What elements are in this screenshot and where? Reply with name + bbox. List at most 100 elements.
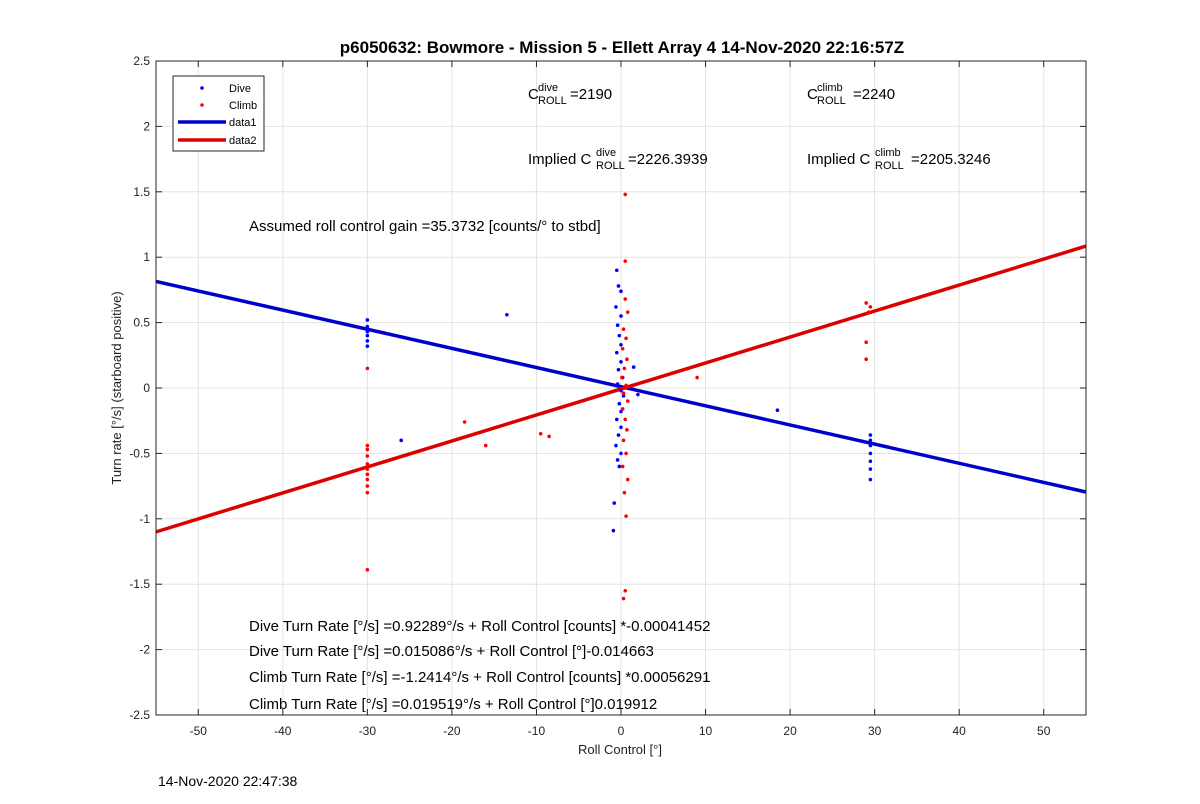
point-climb — [365, 484, 370, 488]
x-tick-label: 30 — [868, 724, 882, 738]
y-tick-label: -1.5 — [129, 577, 150, 591]
x-tick-label: 20 — [783, 724, 797, 738]
point-dive — [617, 464, 622, 469]
y-tick-label: 0.5 — [133, 316, 150, 330]
point-climb — [625, 357, 629, 362]
point-climb — [625, 428, 629, 432]
point-climb — [695, 375, 699, 380]
point-dive — [868, 438, 873, 443]
x-tick-label: 40 — [953, 724, 967, 738]
point-dive — [611, 528, 616, 533]
annotation-implied-dive-value: =2226.3939 — [628, 151, 708, 168]
point-dive — [636, 392, 640, 397]
point-dive — [614, 417, 619, 422]
point-climb — [620, 375, 624, 380]
point-climb — [864, 301, 868, 305]
point-climb — [864, 340, 868, 345]
point-climb — [625, 399, 630, 403]
legend-marker-dive — [200, 86, 204, 90]
annotation-c-roll-climb-sup: climb — [817, 82, 843, 94]
x-tick-label: -30 — [359, 724, 377, 738]
point-climb — [483, 443, 488, 448]
point-climb — [365, 462, 370, 466]
point-climb — [365, 568, 370, 572]
y-tick-label: -0.5 — [129, 446, 150, 460]
point-dive — [614, 443, 618, 448]
point-dive — [619, 343, 623, 347]
point-dive — [365, 318, 370, 322]
point-dive — [868, 467, 873, 471]
x-tick-label: 10 — [699, 724, 713, 738]
point-climb — [622, 366, 627, 371]
annotation-implied-climb-sup: climb — [875, 147, 901, 159]
point-dive — [617, 333, 622, 338]
y-tick-label: 1 — [143, 250, 150, 264]
point-climb — [623, 417, 628, 422]
footer-timestamp: 14-Nov-2020 22:47:38 — [158, 773, 298, 789]
annotation-implied-dive: Implied C — [528, 151, 592, 168]
annotation-dive-eq-degrees: Dive Turn Rate [°/s] =0.015086°/s + Roll… — [249, 643, 654, 660]
point-dive — [616, 284, 621, 288]
legend-label-data2: data2 — [229, 135, 257, 147]
annotation-c-roll-climb-sub: ROLL — [817, 95, 846, 107]
point-climb — [625, 477, 630, 482]
point-dive — [619, 388, 623, 393]
point-climb — [624, 336, 628, 341]
point-dive — [619, 425, 623, 430]
x-tick-label: 0 — [618, 724, 625, 738]
y-axis-label: Turn rate [°/s] (starboard positive) — [109, 291, 124, 484]
point-climb — [365, 454, 370, 458]
point-dive — [775, 408, 780, 413]
point-climb — [547, 434, 551, 439]
annotation-climb-eq-degrees: Climb Turn Rate [°/s] =0.019519°/s + Rol… — [249, 696, 657, 713]
point-climb — [365, 472, 370, 477]
point-dive — [617, 401, 622, 406]
point-climb — [365, 477, 370, 482]
point-dive — [365, 333, 370, 338]
y-tick-label: -2 — [139, 643, 150, 657]
point-dive — [365, 329, 370, 334]
point-climb — [462, 420, 467, 424]
point-dive — [365, 324, 370, 329]
x-tick-label: -10 — [528, 724, 546, 738]
point-climb — [623, 192, 628, 197]
annotation-c-roll-climb: C — [807, 86, 818, 103]
point-climb — [623, 259, 628, 263]
y-tick-label: -2.5 — [129, 708, 150, 722]
point-dive — [614, 305, 618, 309]
point-climb — [365, 366, 370, 371]
point-dive — [621, 394, 626, 398]
annotation-implied-dive-sup: dive — [596, 147, 616, 159]
legend-label-climb: Climb — [229, 100, 257, 112]
point-dive — [619, 289, 623, 294]
annotation-c-roll-dive: C — [528, 86, 539, 103]
point-climb — [624, 383, 628, 388]
y-tick-label: 1.5 — [133, 185, 150, 199]
point-climb — [620, 407, 625, 411]
point-climb — [620, 464, 625, 469]
point-dive — [619, 409, 623, 414]
point-climb — [623, 297, 628, 301]
point-climb — [365, 467, 370, 471]
point-dive — [616, 367, 621, 372]
data-points — [365, 192, 873, 601]
point-climb — [365, 490, 370, 495]
point-climb — [624, 514, 628, 518]
y-tick-label: 0 — [143, 381, 150, 395]
y-tick-label: 2 — [143, 119, 150, 133]
point-dive — [612, 501, 617, 505]
annotation-c-roll-dive-sup: dive — [538, 82, 558, 94]
annotation-c-roll-climb-value: =2240 — [853, 86, 895, 103]
point-dive — [505, 312, 509, 317]
point-dive — [614, 268, 619, 273]
point-dive — [619, 314, 623, 318]
point-dive — [616, 433, 621, 437]
annotation-implied-dive-sub: ROLL — [596, 160, 625, 172]
y-tick-label: -1 — [139, 512, 150, 526]
y-ticks: -2.5 -2 -1.5 -1 -0.5 0 0.5 1 1.5 2 2.5 — [129, 54, 1086, 722]
point-climb — [621, 596, 626, 601]
x-tick-label: -40 — [274, 724, 292, 738]
point-dive — [615, 382, 620, 386]
chart-title: p6050632: Bowmore - Mission 5 - Ellett A… — [340, 38, 904, 57]
